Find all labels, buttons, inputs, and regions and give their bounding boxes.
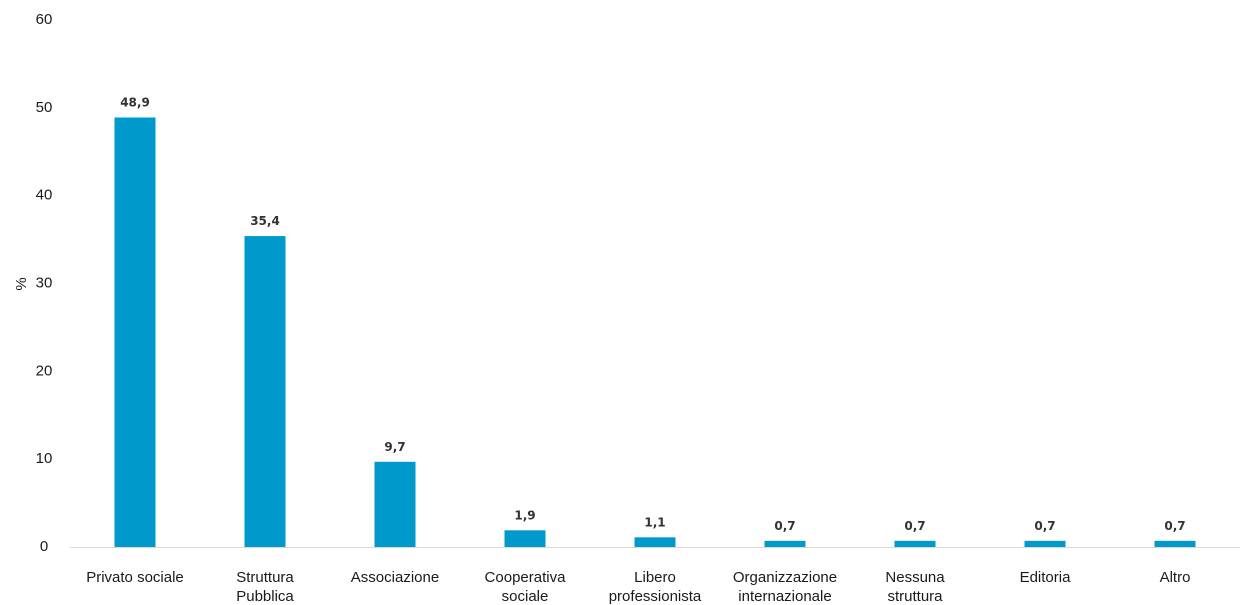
bar-value-label: 35,4 bbox=[250, 214, 280, 228]
bar bbox=[894, 540, 936, 547]
category-label: struttura bbox=[887, 588, 943, 605]
category-label: Privato sociale bbox=[86, 569, 184, 586]
category-label: Struttura bbox=[236, 569, 294, 586]
bar-value-label: 1,1 bbox=[644, 515, 665, 529]
data-labels-group: 48,9 35,4 9,7 1,9 1,1 0,7 0,7 0,7 0,7 bbox=[120, 95, 1185, 532]
category-label: Pubblica bbox=[236, 588, 294, 605]
category-labels-group: Privato sociale Struttura Pubblica Associaz… bbox=[86, 569, 1190, 605]
category-label: Nessuna bbox=[885, 569, 945, 586]
bar-value-label: 0,7 bbox=[774, 519, 795, 533]
y-tick-label: 10 bbox=[36, 450, 53, 467]
category-label: internazionale bbox=[738, 588, 831, 605]
category-label: Organizzazione bbox=[733, 569, 837, 586]
category-label: Associazione bbox=[351, 569, 439, 586]
bar bbox=[764, 540, 806, 547]
y-tick-label: 20 bbox=[36, 362, 53, 379]
category-label: Cooperativa bbox=[485, 569, 567, 586]
category-label: Editoria bbox=[1020, 569, 1072, 586]
y-tick-label: 50 bbox=[36, 99, 53, 116]
y-tick-label: 30 bbox=[36, 274, 53, 291]
bar-value-label: 0,7 bbox=[1034, 519, 1055, 533]
y-axis-title: % bbox=[13, 277, 30, 290]
bar-value-label: 0,7 bbox=[904, 519, 925, 533]
bar bbox=[1024, 540, 1066, 547]
bar-value-label: 48,9 bbox=[120, 95, 150, 109]
bar bbox=[1154, 540, 1196, 547]
bar-value-label: 9,7 bbox=[384, 440, 405, 454]
y-tick-label: 40 bbox=[36, 187, 53, 204]
bar bbox=[634, 537, 676, 547]
y-axis-ticks: 0 10 20 30 40 50 60 bbox=[36, 11, 53, 555]
category-label: sociale bbox=[502, 588, 549, 605]
bar bbox=[504, 530, 546, 547]
bar bbox=[244, 236, 286, 547]
category-label: Altro bbox=[1160, 569, 1191, 586]
y-tick-label: 0 bbox=[40, 538, 48, 555]
bar-value-label: 0,7 bbox=[1164, 519, 1185, 533]
bar-value-label: 1,9 bbox=[514, 508, 535, 522]
category-label: Libero bbox=[634, 569, 676, 586]
y-tick-label: 60 bbox=[36, 11, 53, 28]
bars-group bbox=[114, 117, 1196, 548]
bar bbox=[374, 461, 416, 547]
category-label: professionista bbox=[609, 588, 702, 605]
bar bbox=[114, 117, 156, 548]
